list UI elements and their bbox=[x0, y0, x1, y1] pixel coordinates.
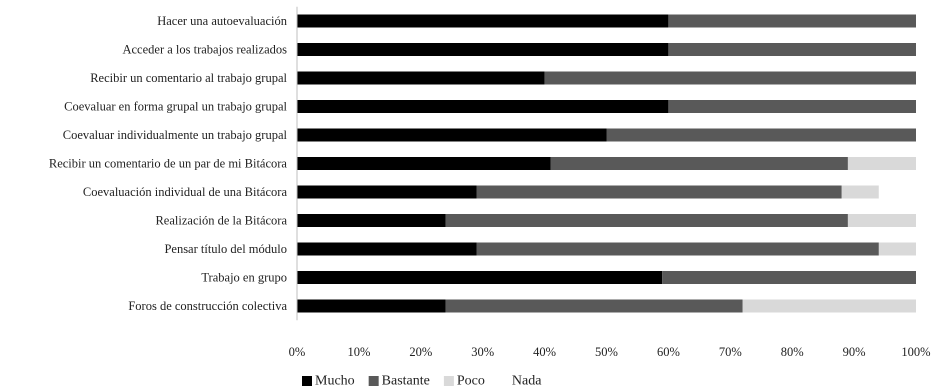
x-tick-label-0: 0% bbox=[289, 345, 306, 359]
bar-mucho-pensar-titulo-del-modulo bbox=[297, 242, 477, 256]
bar-poco-coevaluacion-individual-de-una-bitacora bbox=[841, 185, 879, 199]
legend: Mucho Bastante Poco Nada bbox=[302, 374, 542, 389]
x-tick-label-100: 100% bbox=[901, 345, 930, 359]
bar-bastante-trabajo-en-grupo bbox=[662, 271, 916, 284]
category-label-trabajo-en-grupo: Trabajo en grupo bbox=[201, 271, 287, 285]
bar-poco-foros-de-construccion-colectiva bbox=[742, 299, 916, 313]
category-label-recibir-un-comentario-de-un-par-de-mi-bitacora: Recibir un comentario de un par de mi Bi… bbox=[49, 157, 288, 171]
legend-label-poco: Poco bbox=[457, 374, 485, 389]
bar-mucho-recibir-un-comentario-de-un-par-de-mi-bitacora bbox=[297, 157, 551, 170]
category-label-realizacion-de-la-bitacora: Realización de la Bitácora bbox=[155, 214, 287, 228]
x-tick-label-50: 50% bbox=[595, 345, 618, 359]
category-label-recibir-un-comentario-al-trabajo-grupal: Recibir un comentario al trabajo grupal bbox=[90, 71, 287, 85]
bar-mucho-hacer-una-autoevaluacion bbox=[297, 14, 669, 28]
legend-swatch-mucho bbox=[302, 376, 312, 386]
category-label-foros-de-construccion-colectiva: Foros de construcción colectiva bbox=[128, 299, 287, 313]
bar-poco-recibir-un-comentario-de-un-par-de-mi-bitacora bbox=[847, 157, 916, 170]
category-label-coevaluar-en-forma-grupal-un-trabajo-grupal: Coevaluar en forma grupal un trabajo gru… bbox=[64, 100, 287, 114]
category-labels: Hacer una autoevaluación Acceder a los tr… bbox=[49, 14, 288, 313]
bars bbox=[297, 14, 916, 313]
bar-poco-realizacion-de-la-bitacora bbox=[847, 214, 916, 227]
legend-label-mucho: Mucho bbox=[315, 374, 355, 389]
bar-bastante-foros-de-construccion-colectiva bbox=[445, 299, 743, 313]
x-tick-label-80: 80% bbox=[781, 345, 804, 359]
legend-swatch-poco bbox=[443, 376, 454, 386]
x-tick-label-10: 10% bbox=[347, 345, 370, 359]
bar-bastante-coevaluar-en-forma-grupal-un-trabajo-grupal bbox=[668, 100, 916, 113]
category-label-hacer-una-autoevaluacion: Hacer una autoevaluación bbox=[157, 14, 288, 28]
bar-mucho-trabajo-en-grupo bbox=[297, 271, 663, 284]
legend-label-bastante: Bastante bbox=[382, 374, 430, 389]
x-tick-labels: 0% 10% 20% 30% 40% 50% 60% 70% 80% 90% 100% bbox=[289, 345, 931, 359]
bar-nada-coevaluacion-individual-de-una-bitacora bbox=[878, 185, 916, 199]
bar-bastante-recibir-un-comentario-de-un-par-de-mi-bitacora bbox=[550, 157, 848, 170]
legend-item-poco: Poco bbox=[443, 374, 485, 389]
bar-mucho-acceder-a-los-trabajos-realizados bbox=[297, 43, 669, 56]
legend-item-bastante: Bastante bbox=[368, 374, 430, 389]
category-label-coevaluacion-individual-de-una-bitacora: Coevaluación individual de una Bitácora bbox=[83, 185, 288, 199]
x-tick-label-40: 40% bbox=[533, 345, 556, 359]
x-tick-label-90: 90% bbox=[843, 345, 866, 359]
bar-poco-pensar-titulo-del-modulo bbox=[878, 242, 916, 256]
legend-item-nada: Nada bbox=[498, 374, 542, 389]
bar-bastante-acceder-a-los-trabajos-realizados bbox=[668, 43, 916, 56]
x-tick-label-20: 20% bbox=[409, 345, 432, 359]
bar-mucho-realizacion-de-la-bitacora bbox=[297, 214, 446, 227]
legend-swatch-nada bbox=[498, 376, 509, 386]
bar-bastante-hacer-una-autoevaluacion bbox=[668, 14, 916, 28]
bar-mucho-coevaluar-individualmente-un-trabajo-grupal bbox=[297, 128, 607, 142]
bar-bastante-recibir-un-comentario-al-trabajo-grupal bbox=[544, 71, 916, 85]
bar-bastante-coevaluar-individualmente-un-trabajo-grupal bbox=[606, 128, 916, 142]
x-tick-label-30: 30% bbox=[471, 345, 494, 359]
category-label-coevaluar-individualmente-un-trabajo-grupal: Coevaluar individualmente un trabajo gru… bbox=[63, 128, 288, 142]
legend-swatch-bastante bbox=[368, 376, 379, 386]
bar-mucho-recibir-un-comentario-al-trabajo-grupal bbox=[297, 71, 545, 85]
bar-bastante-coevaluacion-individual-de-una-bitacora bbox=[476, 185, 842, 199]
legend-item-mucho: Mucho bbox=[302, 374, 355, 389]
bar-mucho-coevaluacion-individual-de-una-bitacora bbox=[297, 185, 477, 199]
legend-label-nada: Nada bbox=[512, 374, 542, 389]
bar-mucho-coevaluar-en-forma-grupal-un-trabajo-grupal bbox=[297, 100, 669, 113]
bar-bastante-realizacion-de-la-bitacora bbox=[445, 214, 848, 227]
category-label-pensar-titulo-del-modulo: Pensar título del módulo bbox=[164, 242, 287, 256]
category-label-acceder-a-los-trabajos-realizados: Acceder a los trabajos realizados bbox=[122, 43, 287, 57]
bar-mucho-foros-de-construccion-colectiva bbox=[297, 299, 446, 313]
x-tick-label-60: 60% bbox=[657, 345, 680, 359]
x-tick-label-70: 70% bbox=[719, 345, 742, 359]
bar-bastante-pensar-titulo-del-modulo bbox=[476, 242, 879, 256]
